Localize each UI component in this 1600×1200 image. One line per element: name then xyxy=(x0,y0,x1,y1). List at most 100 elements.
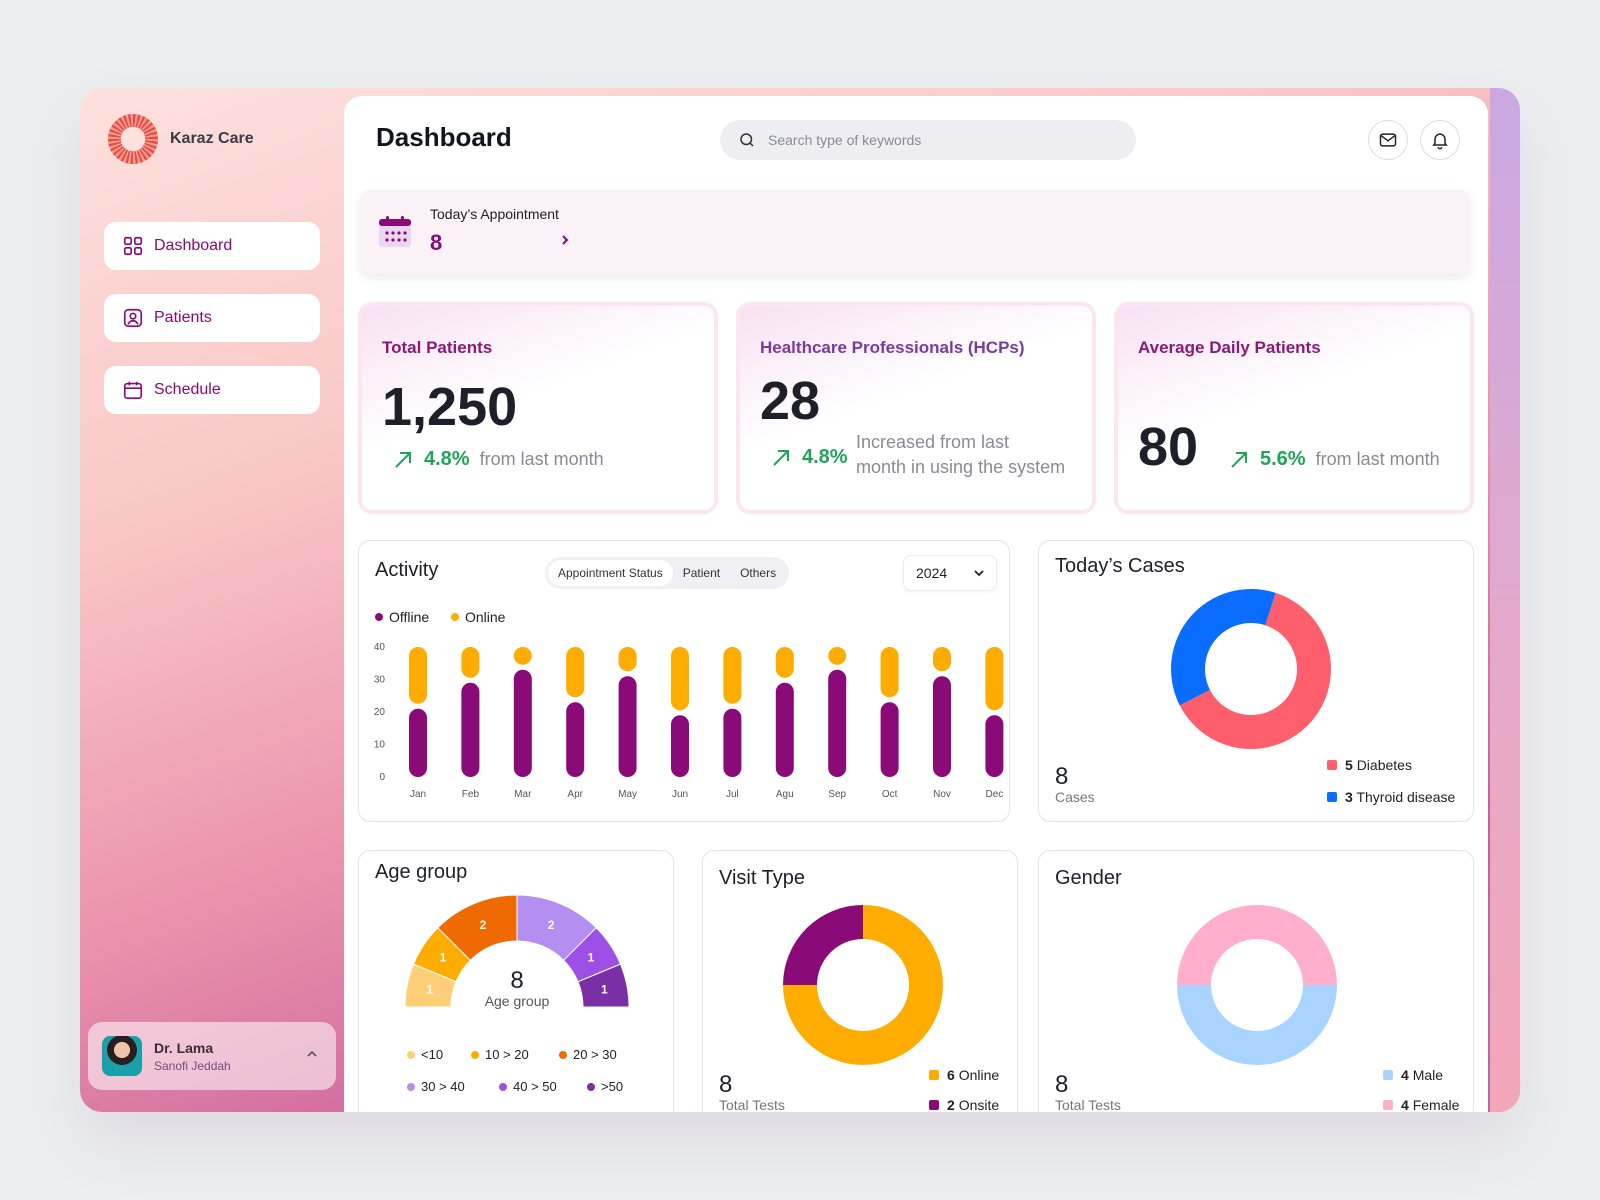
mail-button[interactable] xyxy=(1368,120,1408,160)
legend-swatch xyxy=(929,1100,939,1110)
bar-offline xyxy=(828,669,847,777)
x-tick-label: Nov xyxy=(933,789,951,800)
todays-appointment-card[interactable]: Today’s Appointment 8 xyxy=(360,190,1470,274)
legend-dot xyxy=(451,613,459,621)
donut-segment-diabetes xyxy=(1179,592,1331,749)
bar-online xyxy=(618,647,637,672)
sidebar-item-label: Patients xyxy=(154,309,212,326)
calendar-icon xyxy=(123,381,143,400)
page-title: Dashboard xyxy=(376,122,512,152)
y-tick-label: 40 xyxy=(374,642,386,653)
y-tick-label: 30 xyxy=(374,675,386,686)
legend-age-0: <10 xyxy=(407,1047,443,1062)
age-segment-label: 2 xyxy=(548,918,555,932)
bar-online xyxy=(775,647,794,678)
legend-swatch xyxy=(1383,1100,1393,1110)
legend-dot xyxy=(559,1050,567,1059)
x-tick-label: Jan xyxy=(410,789,426,800)
cases-donut-chart xyxy=(1171,589,1331,749)
sidebar-item-label: Dashboard xyxy=(154,237,233,254)
bar-offline xyxy=(775,682,794,777)
tab-appointment-status[interactable]: Appointment Status xyxy=(548,560,673,586)
legend-text: 5 Diabetes xyxy=(1345,757,1412,773)
legend-text: 2 Onsite xyxy=(947,1097,999,1112)
legend-age-2: 20 > 30 xyxy=(559,1047,617,1062)
bar-offline xyxy=(409,708,427,777)
legend-count: 5 xyxy=(1345,757,1353,773)
avatar xyxy=(102,1036,142,1076)
x-tick-label: Mar xyxy=(514,789,532,800)
legend-diabetes: 5 Diabetes xyxy=(1327,757,1412,773)
legend-label: Diabetes xyxy=(1356,757,1412,773)
card-title: Gender xyxy=(1055,867,1122,889)
user-name: Dr. Lama xyxy=(154,1039,214,1056)
x-tick-label: Feb xyxy=(462,789,480,800)
bar-offline xyxy=(671,715,689,777)
notification-button[interactable] xyxy=(1420,120,1460,160)
x-tick-label: May xyxy=(618,789,637,800)
age-segment-label: 1 xyxy=(440,951,447,965)
bar-online xyxy=(880,647,899,698)
activity-card: Activity Appointment Status Patient Othe… xyxy=(358,540,1010,822)
legend-thyroid: 3 Thyroid disease xyxy=(1327,789,1455,805)
trend-note: from last month xyxy=(479,449,604,469)
sidebar-item-patients[interactable]: Patients xyxy=(104,294,320,342)
y-tick-label: 20 xyxy=(374,707,386,718)
bar-online xyxy=(933,647,951,672)
legend-count: 4 xyxy=(1401,1067,1409,1083)
legend-dot xyxy=(375,613,383,621)
stat-card-hcps: Healthcare Professionals (HCPs) 28 4.8% … xyxy=(736,302,1096,514)
total-cases: 8 xyxy=(1055,763,1069,790)
trend-note: from last month xyxy=(1315,449,1440,469)
trend-value: 4.8% xyxy=(802,446,848,468)
sidebar-item-schedule[interactable]: Schedule xyxy=(104,366,320,414)
todays-cases-card: Today’s Cases 8 Cases 5 Diabetes 3 Thyro… xyxy=(1038,540,1474,822)
brand[interactable]: Karaz Care xyxy=(108,114,254,164)
tab-others[interactable]: Others xyxy=(740,566,777,580)
bar-offline xyxy=(880,702,899,777)
sidebar-item-dashboard[interactable]: Dashboard xyxy=(104,222,320,270)
x-tick-label: Apr xyxy=(567,789,583,800)
legend-count: 6 xyxy=(947,1067,955,1083)
search-input[interactable] xyxy=(768,132,1108,148)
x-tick-label: Dec xyxy=(986,789,1004,800)
calendar-icon xyxy=(379,216,411,247)
year-select[interactable]: 2024 xyxy=(903,555,997,591)
legend-label: Male xyxy=(1412,1067,1444,1083)
legend-dot xyxy=(587,1082,595,1091)
arrow-up-right-icon xyxy=(395,451,411,468)
stat-card-average-daily: Average Daily Patients 80 5.6% from last… xyxy=(1114,302,1474,514)
chevron-up-icon[interactable] xyxy=(306,1048,318,1060)
legend-label: 40 > 50 xyxy=(513,1079,557,1094)
legend-label: Female xyxy=(1412,1097,1460,1112)
app-window: Karaz Care Dashboard Patients Schedule D… xyxy=(80,88,1520,1112)
stat-value: 80 xyxy=(1138,417,1199,477)
legend-online: Online xyxy=(451,609,505,625)
age-total: 8 xyxy=(510,967,524,994)
legend-age-4: 40 > 50 xyxy=(499,1079,557,1094)
x-tick-label: Sep xyxy=(828,789,846,800)
bar-online xyxy=(723,647,742,704)
bar-offline xyxy=(985,715,1004,777)
user-profile-card[interactable]: Dr. Lama Sanofi Jeddah xyxy=(88,1022,336,1090)
age-segment-label: 1 xyxy=(426,983,433,997)
trend-value: 4.8% xyxy=(424,448,470,470)
bar-offline xyxy=(723,708,742,777)
chevron-right-icon[interactable] xyxy=(560,234,570,246)
search-bar[interactable] xyxy=(720,120,1136,160)
sidebar-nav: Dashboard Patients Schedule xyxy=(104,222,320,438)
x-tick-label: Agu xyxy=(776,789,794,800)
age-total-label: Age group xyxy=(484,993,550,1009)
legend-age-1: 10 > 20 xyxy=(471,1047,529,1062)
legend-label: Onsite xyxy=(958,1097,1000,1112)
age-segment-label: 1 xyxy=(588,951,595,965)
tab-patient[interactable]: Patient xyxy=(682,566,721,580)
legend-dot xyxy=(407,1082,415,1091)
legend-label: Online xyxy=(465,609,506,625)
age-segment-label: 2 xyxy=(480,918,487,932)
bar-online xyxy=(409,647,427,704)
bar-online xyxy=(461,647,480,678)
legend-dot xyxy=(407,1050,415,1059)
bar-online xyxy=(671,647,689,711)
legend-label: Online xyxy=(958,1067,1000,1083)
